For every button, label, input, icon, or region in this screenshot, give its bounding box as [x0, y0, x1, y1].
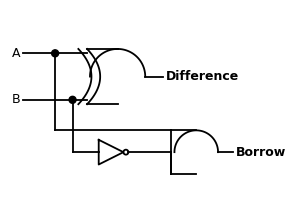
Text: Borrow: Borrow: [236, 146, 286, 159]
Circle shape: [69, 96, 76, 103]
Text: Difference: Difference: [166, 70, 239, 83]
Circle shape: [52, 50, 58, 57]
Text: A: A: [12, 47, 20, 60]
Text: B: B: [12, 93, 20, 106]
